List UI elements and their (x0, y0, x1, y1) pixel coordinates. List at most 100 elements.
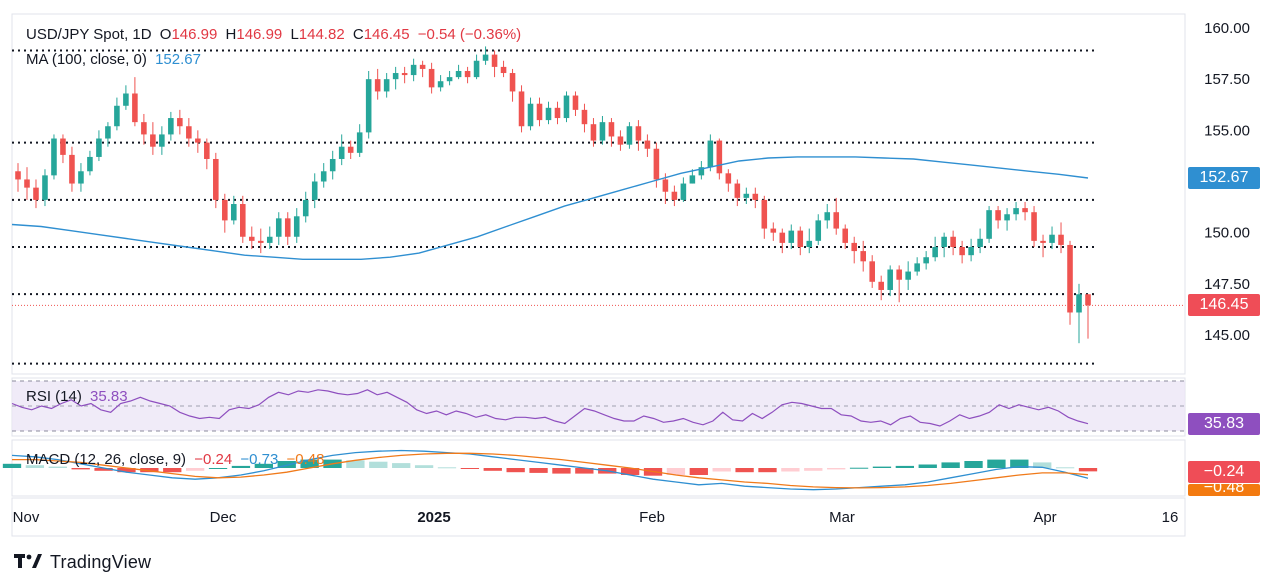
candle-body (833, 212, 840, 229)
macd-line (11, 449, 1089, 491)
macd-histogram-bar (483, 468, 502, 471)
macd-legend-signal: −0.48 (286, 451, 325, 468)
candle-body (320, 171, 327, 182)
candle-body (392, 73, 399, 80)
tradingview-logo[interactable]: TradingView (14, 551, 151, 573)
time-axis[interactable] (11, 497, 1186, 537)
candle-body (410, 64, 417, 76)
price-tick-label: 145.00 (1204, 327, 1250, 344)
macd-histogram-bar (208, 468, 228, 469)
candlesticks (15, 46, 1091, 344)
macd-histogram-bar (25, 465, 45, 468)
candle-body (1058, 234, 1064, 245)
candle-body (177, 118, 183, 127)
macd-histogram-bar (529, 468, 548, 473)
macd-histogram-bar (735, 468, 754, 473)
candle-body (725, 173, 732, 184)
candle-body (204, 142, 210, 159)
candle-body (581, 109, 588, 125)
candle-body (464, 70, 471, 78)
candle-body (96, 138, 102, 157)
candle-body (293, 216, 300, 237)
candle-body (734, 183, 741, 198)
candle-body (446, 77, 453, 82)
price-tick-label: 155.00 (1204, 122, 1250, 139)
macd-histogram-bar (758, 468, 777, 473)
candle-body (419, 64, 426, 69)
candle-body (248, 236, 255, 241)
price-tick-label: 160.00 (1204, 20, 1250, 37)
time-tick-label: 2025 (417, 509, 450, 526)
candle-body (491, 54, 498, 67)
candle-body (959, 246, 965, 256)
macd-histogram-bar (666, 468, 686, 475)
symbol-label: USD/JPY Spot, 1D (26, 26, 152, 43)
candle-body (141, 122, 147, 135)
macd-histogram-bar (575, 468, 594, 474)
candle-body (644, 140, 651, 149)
candle-body (374, 79, 381, 92)
candle-body (815, 220, 822, 241)
main-pane[interactable] (11, 13, 1186, 375)
macd-histogram-bar (849, 467, 869, 469)
candle-body (473, 60, 480, 78)
macd-histogram-bar (1078, 468, 1098, 472)
high-label: H146.99 (225, 26, 283, 43)
rsi-legend-value: 35.83 (90, 388, 128, 405)
candle-body (275, 218, 282, 237)
macd-histogram-bar (895, 465, 915, 468)
candle-body (1076, 294, 1082, 313)
rsi-badge: 35.83 (1188, 413, 1260, 435)
candle-body (150, 134, 156, 147)
candle-body (770, 228, 777, 233)
macd-histogram-bar (346, 460, 365, 468)
current-price-badge: 146.45 (1188, 294, 1260, 316)
candle-body (222, 199, 228, 221)
candle-body (680, 183, 687, 200)
candle-body (123, 93, 129, 106)
candle-body (887, 269, 893, 290)
ma-legend-value: 152.67 (155, 51, 201, 68)
macd-legend: MACD (12, 26, close, 9) −0.24 −0.73 −0.4… (26, 451, 328, 468)
macd-histogram-bar (369, 461, 388, 468)
candle-body (1031, 212, 1037, 241)
candle-body (1067, 244, 1073, 313)
macd-histogram-bar (781, 468, 800, 472)
macd-histogram-bar (117, 468, 136, 473)
macd-histogram-bar (941, 462, 960, 468)
candle-body (527, 103, 534, 127)
macd-histogram-bar (712, 468, 731, 472)
candle-body (707, 140, 714, 168)
macd-histogram-bar (506, 468, 525, 473)
candle-body (33, 187, 39, 200)
candle-body (266, 236, 273, 243)
candle-body (743, 193, 750, 198)
time-tick-label: Mar (829, 509, 855, 526)
candle-body (698, 167, 705, 176)
candle-body (1049, 234, 1055, 243)
time-axis-labels: Nov Dec 2025 Feb Mar Apr 16 (13, 509, 1179, 526)
macd-histogram-bar (185, 468, 205, 471)
macd-histogram-bar (71, 468, 90, 470)
candle-body (779, 232, 786, 243)
macd-histogram-bar (827, 468, 846, 470)
candle-body (716, 140, 723, 174)
candle-body (572, 95, 579, 110)
macd-histogram-bar (94, 468, 113, 471)
candle-body (114, 105, 120, 127)
rsi-line (11, 389, 1089, 427)
candle-body (78, 171, 84, 184)
macd-histogram-bar (2, 463, 22, 468)
price-axis[interactable]: 160.00 157.50 155.00 150.00 147.50 145.00 (1204, 20, 1250, 344)
candle-body (482, 54, 489, 61)
candle-body (995, 210, 1001, 221)
macd-signal-badge: −0.48 (1188, 484, 1260, 496)
candle-body (554, 107, 561, 119)
macd-histogram-bar (300, 459, 319, 468)
macd-histogram-bar (48, 466, 67, 468)
candle-body (968, 246, 974, 256)
candle-body (329, 158, 336, 172)
macd-histogram-bar (1055, 467, 1075, 469)
macd-histogram-bar (620, 468, 640, 475)
